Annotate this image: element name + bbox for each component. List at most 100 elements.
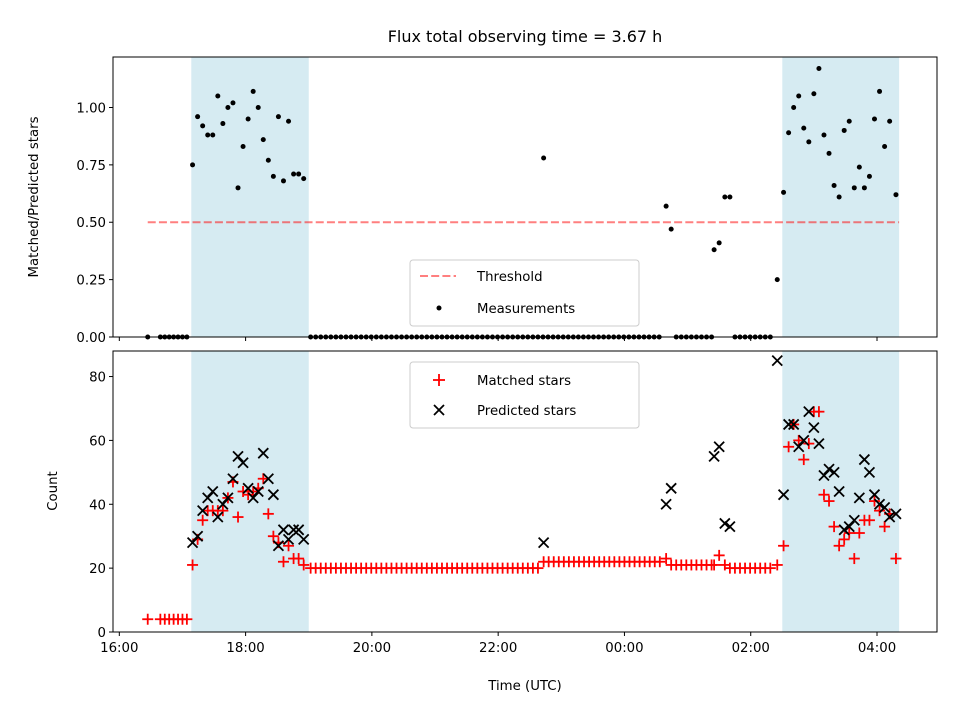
measurement-point <box>255 104 261 110</box>
predicted-star-d2 <box>257 447 269 459</box>
predicted-star-d2 <box>777 489 790 501</box>
measurement-point <box>240 144 246 150</box>
predicted-star-point <box>838 524 850 536</box>
predicted-star-point <box>853 492 865 504</box>
matched-star-point <box>187 559 199 571</box>
predicted-star-d2 <box>293 524 305 536</box>
y-tick-label: 1.00 <box>76 101 106 116</box>
predicted-star-d2 <box>833 485 845 498</box>
y-tick-label: 40 <box>89 498 106 513</box>
predicted-star-point <box>708 450 720 463</box>
measurement-point <box>801 125 807 131</box>
predicted-star-point <box>247 492 259 504</box>
shaded-region <box>782 351 900 632</box>
predicted-star-point <box>202 492 214 504</box>
predicted-star-d2 <box>232 450 244 463</box>
matched-star-point <box>828 521 840 533</box>
measurement-point <box>301 176 307 182</box>
bottom-axes-frame <box>112 350 938 633</box>
predicted-star-point <box>724 520 736 533</box>
predicted-stars-points <box>186 354 902 552</box>
predicted-star-point <box>788 418 800 431</box>
measurement-point <box>816 65 822 71</box>
predicted-star-d2 <box>828 466 840 478</box>
predicted-star-d2 <box>197 505 209 517</box>
measurement-point <box>265 157 271 163</box>
y-tick-label: 0.50 <box>76 216 106 231</box>
matched-star-point <box>848 553 860 565</box>
measurement-point <box>893 192 899 198</box>
x-tick-label: 18:00 <box>226 641 264 656</box>
matched-star-point <box>771 559 783 571</box>
measurement-point <box>215 93 221 99</box>
predicted-star-d2 <box>890 508 902 520</box>
predicted-star-d2 <box>242 482 254 494</box>
predicted-star-point <box>197 505 209 517</box>
predicted-star-point <box>293 524 305 536</box>
measurement-point <box>806 139 812 145</box>
matched-star-point <box>843 527 855 539</box>
bottom-y-axis-label: Count <box>46 471 61 511</box>
predicted-star-d2 <box>665 482 677 494</box>
measurement-point <box>190 162 196 168</box>
predicted-star-point <box>267 489 280 501</box>
x-tick-label: 04:00 <box>858 641 896 656</box>
x-tick-label: 20:00 <box>353 641 391 656</box>
y-tick-label: 20 <box>89 562 106 577</box>
predicted-star-d2 <box>782 418 795 431</box>
predicted-star-point <box>713 441 725 453</box>
measurement-point <box>836 194 842 200</box>
predicted-star-d2 <box>207 485 219 498</box>
legend-predicted-swatch <box>433 404 445 416</box>
predicted-star-d2 <box>771 354 783 367</box>
measurement-point <box>200 123 206 129</box>
predicted-star-d2 <box>191 530 204 542</box>
measurement-point <box>887 118 893 124</box>
measurement-point <box>846 118 852 124</box>
measurement-point <box>291 171 297 177</box>
shaded-region <box>191 57 309 337</box>
predicted-star-d2 <box>858 453 871 466</box>
measurement-point <box>663 203 669 209</box>
predicted-star-d2 <box>708 450 720 463</box>
predicted-star-d2 <box>262 473 274 485</box>
predicted-star-d2 <box>660 498 672 510</box>
predicted-star-point <box>227 473 239 485</box>
matched-star-point <box>783 441 795 453</box>
measurement-point <box>250 88 256 94</box>
predicted-star-point <box>890 508 902 520</box>
predicted-star-point <box>537 536 550 549</box>
predicted-star-point <box>843 520 855 533</box>
predicted-star-point <box>207 485 219 498</box>
bottom-legend: Matched stars Predicted stars <box>409 361 640 429</box>
x-axis-label: Time (UTC) <box>487 679 562 694</box>
predicted-star-point <box>232 450 244 463</box>
legend-threshold-label: Threshold <box>476 270 543 285</box>
matched-star-point <box>863 514 875 526</box>
matched-star-point <box>293 553 305 565</box>
predicted-star-d2 <box>798 434 810 447</box>
measurement-point <box>722 194 728 200</box>
predicted-star-d2 <box>217 498 229 510</box>
predicted-star-point <box>191 530 204 542</box>
predicted-star-d2 <box>298 533 310 546</box>
matched-star-point <box>838 533 850 545</box>
predicted-star-point <box>282 533 295 546</box>
predicted-star-point <box>660 498 672 510</box>
predicted-star-point <box>873 498 886 510</box>
y-tick-label: 0 <box>98 626 106 641</box>
predicted-star-d2 <box>843 520 855 533</box>
measurement-point <box>882 144 888 150</box>
measurement-point <box>861 185 867 191</box>
measurement-point <box>831 183 837 189</box>
predicted-star-point <box>878 501 891 514</box>
predicted-star-d2 <box>537 536 550 549</box>
predicted-star-d2 <box>713 441 725 453</box>
predicted-star-d2 <box>719 517 731 530</box>
predicted-star-point <box>719 517 731 530</box>
predicted-star-d2 <box>237 457 249 469</box>
predicted-star-d2 <box>227 473 239 485</box>
measurement-point <box>296 171 302 177</box>
matched-star-point <box>267 530 279 542</box>
